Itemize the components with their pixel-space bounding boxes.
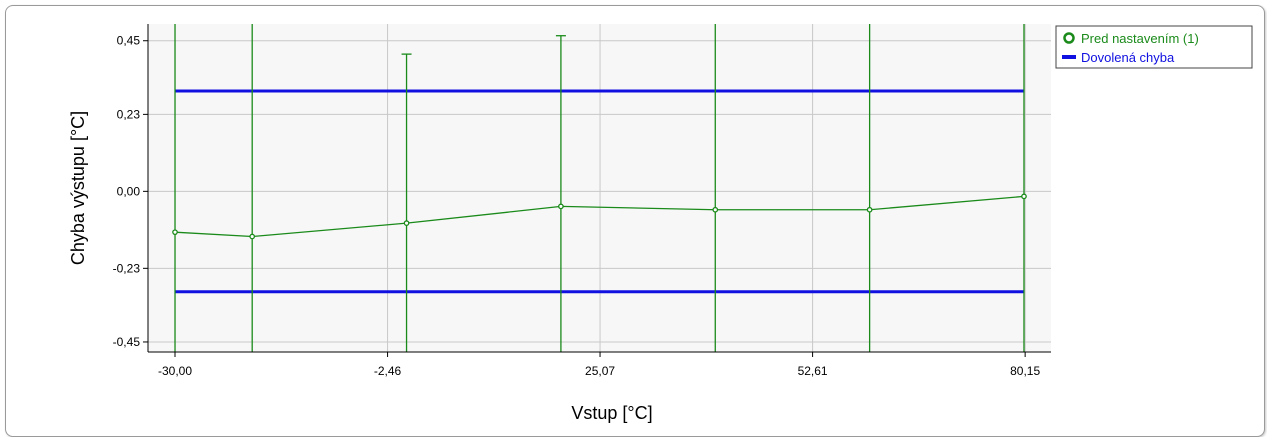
legend-label-series-0: Pred nastavením (1) — [1081, 31, 1199, 46]
data-point-2 — [403, 220, 410, 226]
y-tick-label-2: 0,00 — [117, 184, 141, 198]
y-tick-labels: 0,45 0,23 0,00 -0,23 -0,45 — [113, 34, 141, 349]
x-tick-label-1: -2,46 — [374, 364, 402, 378]
legend-label-series-1: Dovolená chyba — [1081, 50, 1175, 65]
y-tick-label-3: -0,23 — [113, 261, 141, 275]
legend-marker-series-1 — [1062, 55, 1076, 59]
limit-lines — [175, 89, 1024, 294]
x-tick-label-2: 25,07 — [585, 364, 615, 378]
data-point-0 — [172, 229, 178, 236]
data-point-4 — [712, 206, 719, 213]
x-tick-label-3: 52,61 — [798, 364, 828, 378]
y-tick-label-0: 0,45 — [117, 34, 141, 48]
legend-box — [1055, 25, 1253, 69]
chart: -30,00 -2,46 25,07 52,61 80,15 0,45 0,23 0,00 -… — [68, 24, 1253, 423]
x-tick-label-4: 80,15 — [1010, 364, 1040, 378]
data-point-3 — [558, 203, 564, 210]
y-tick-label-4: -0,45 — [113, 335, 141, 349]
legend-marker-series-0 — [1063, 32, 1075, 44]
data-point-1 — [249, 233, 256, 240]
plot-area — [148, 24, 1051, 352]
axes — [143, 24, 1051, 357]
x-tick-label-0: -30,00 — [158, 364, 192, 378]
data-point-5 — [866, 206, 873, 213]
data-series — [172, 193, 1027, 240]
data-point-6 — [1021, 193, 1027, 200]
y-axis-title: Chyba výstupu [°C] — [68, 111, 88, 265]
x-axis-title: Vstup [°C] — [571, 403, 652, 423]
x-tick-labels: -30,00 -2,46 25,07 52,61 80,15 — [158, 364, 1040, 378]
legend: Pred nastavením (1) Dovolená chyba — [1055, 25, 1253, 69]
error-bars — [174, 24, 1025, 352]
y-tick-label-1: 0,23 — [117, 107, 141, 121]
